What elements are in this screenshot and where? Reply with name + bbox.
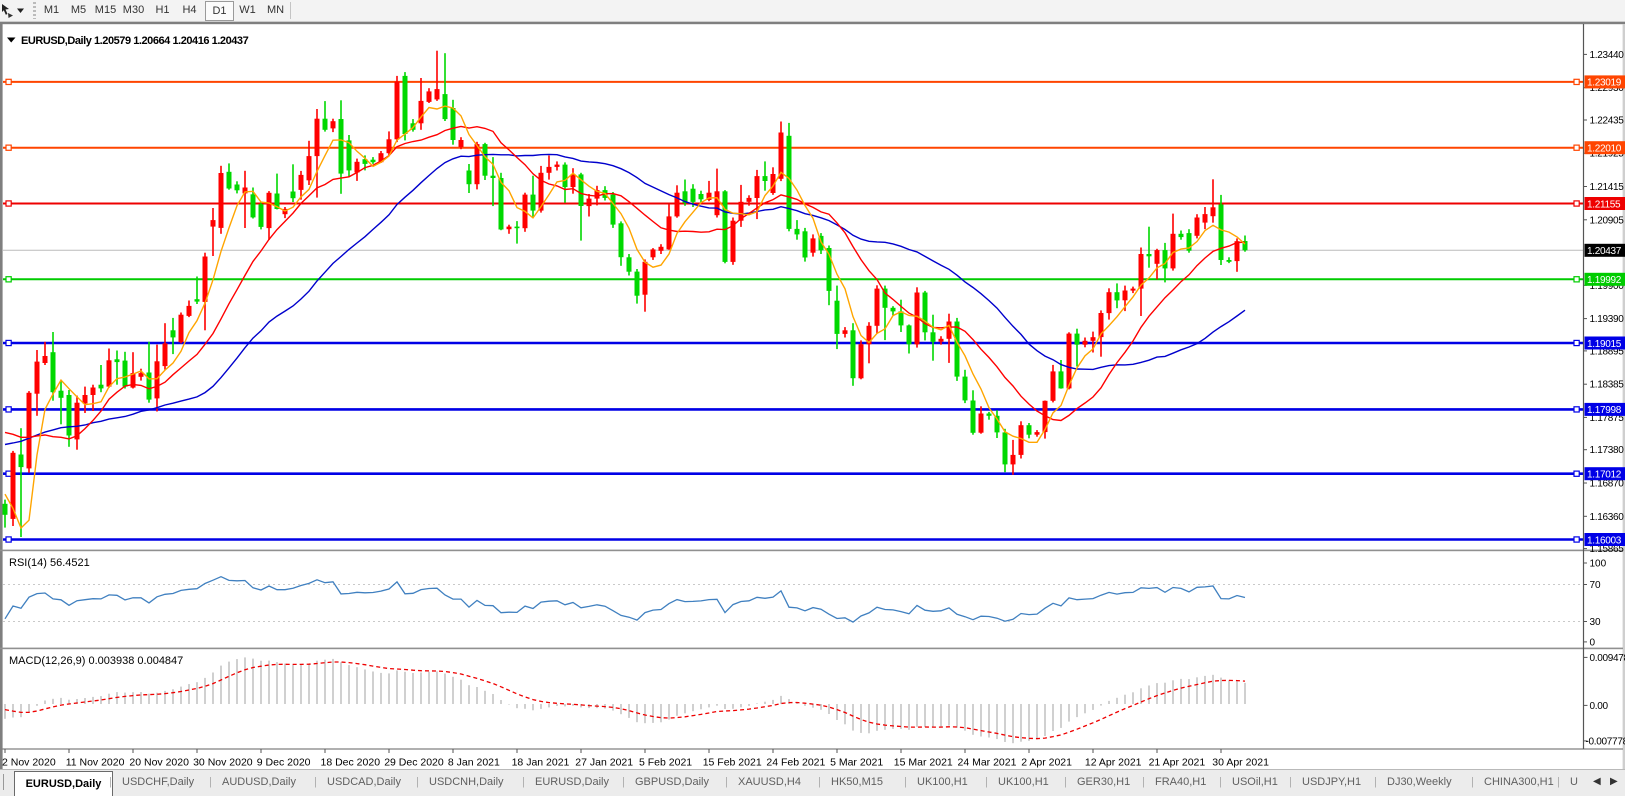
svg-text:27 Jan 2021: 27 Jan 2021 — [575, 757, 633, 769]
svg-text:1.17380: 1.17380 — [1590, 445, 1625, 456]
svg-text:24 Feb 2021: 24 Feb 2021 — [766, 757, 825, 769]
svg-text:0.009478: 0.009478 — [1590, 653, 1625, 664]
svg-text:20 Nov 2020: 20 Nov 2020 — [129, 757, 189, 769]
svg-text:15 Feb 2021: 15 Feb 2021 — [703, 757, 762, 769]
svg-text:RSI(14) 56.4521: RSI(14) 56.4521 — [9, 557, 90, 569]
svg-text:9 Dec 2020: 9 Dec 2020 — [257, 757, 311, 769]
svg-text:1.22010: 1.22010 — [1587, 144, 1622, 155]
svg-text:1.17012: 1.17012 — [1587, 470, 1622, 481]
svg-text:15 Mar 2021: 15 Mar 2021 — [894, 757, 953, 769]
svg-text:0.00: 0.00 — [1590, 701, 1609, 712]
svg-text:1.21155: 1.21155 — [1587, 199, 1621, 210]
svg-text:1.22435: 1.22435 — [1590, 116, 1625, 127]
svg-text:1.16870: 1.16870 — [1590, 479, 1625, 490]
svg-text:-0.007778: -0.007778 — [1586, 736, 1625, 747]
svg-text:18 Jan 2021: 18 Jan 2021 — [512, 757, 570, 769]
svg-text:30 Nov 2020: 30 Nov 2020 — [193, 757, 253, 769]
svg-text:1.22930: 1.22930 — [1590, 83, 1625, 94]
svg-text:11 Nov 2020: 11 Nov 2020 — [66, 757, 125, 769]
svg-text:2 Apr 2021: 2 Apr 2021 — [1021, 757, 1072, 769]
svg-text:1.16360: 1.16360 — [1590, 512, 1625, 523]
svg-text:1.21415: 1.21415 — [1590, 182, 1625, 193]
svg-text:MACD(12,26,9) 0.003938 0.00484: MACD(12,26,9) 0.003938 0.004847 — [9, 655, 183, 667]
svg-text:1.18385: 1.18385 — [1590, 380, 1625, 391]
svg-text:1.23440: 1.23440 — [1590, 50, 1625, 61]
svg-text:1.17875: 1.17875 — [1590, 413, 1625, 424]
svg-text:1.16003: 1.16003 — [1587, 535, 1622, 546]
svg-text:24 Mar 2021: 24 Mar 2021 — [958, 757, 1017, 769]
svg-text:1.19900: 1.19900 — [1590, 281, 1625, 292]
svg-text:5 Feb 2021: 5 Feb 2021 — [639, 757, 692, 769]
svg-text:8 Jan 2021: 8 Jan 2021 — [448, 757, 500, 769]
svg-text:1.17998: 1.17998 — [1587, 405, 1622, 416]
svg-text:30: 30 — [1590, 617, 1602, 628]
svg-text:1.19015: 1.19015 — [1587, 339, 1622, 350]
svg-text:1.19390: 1.19390 — [1590, 314, 1625, 325]
svg-text:1.19992: 1.19992 — [1587, 275, 1622, 286]
svg-text:2 Nov 2020: 2 Nov 2020 — [2, 757, 56, 769]
svg-text:EURUSD,Daily 1.20579 1.20664: EURUSD,Daily 1.20579 1.20664 1.20416 1.2… — [21, 35, 249, 47]
svg-text:21 Apr 2021: 21 Apr 2021 — [1149, 757, 1206, 769]
svg-text:30 Apr 2021: 30 Apr 2021 — [1212, 757, 1269, 769]
svg-text:1.18895: 1.18895 — [1590, 346, 1625, 357]
svg-text:29 Dec 2020: 29 Dec 2020 — [384, 757, 444, 769]
svg-text:100: 100 — [1590, 559, 1607, 570]
svg-text:70: 70 — [1590, 580, 1602, 591]
svg-text:0: 0 — [1590, 637, 1596, 648]
svg-text:1.23019: 1.23019 — [1587, 78, 1622, 89]
svg-text:1.15865: 1.15865 — [1590, 544, 1625, 555]
svg-text:1.20437: 1.20437 — [1587, 246, 1622, 257]
svg-text:12 Apr 2021: 12 Apr 2021 — [1085, 757, 1142, 769]
svg-text:18 Dec 2020: 18 Dec 2020 — [321, 757, 381, 769]
svg-text:1.20905: 1.20905 — [1590, 215, 1625, 226]
svg-text:5 Mar 2021: 5 Mar 2021 — [830, 757, 883, 769]
